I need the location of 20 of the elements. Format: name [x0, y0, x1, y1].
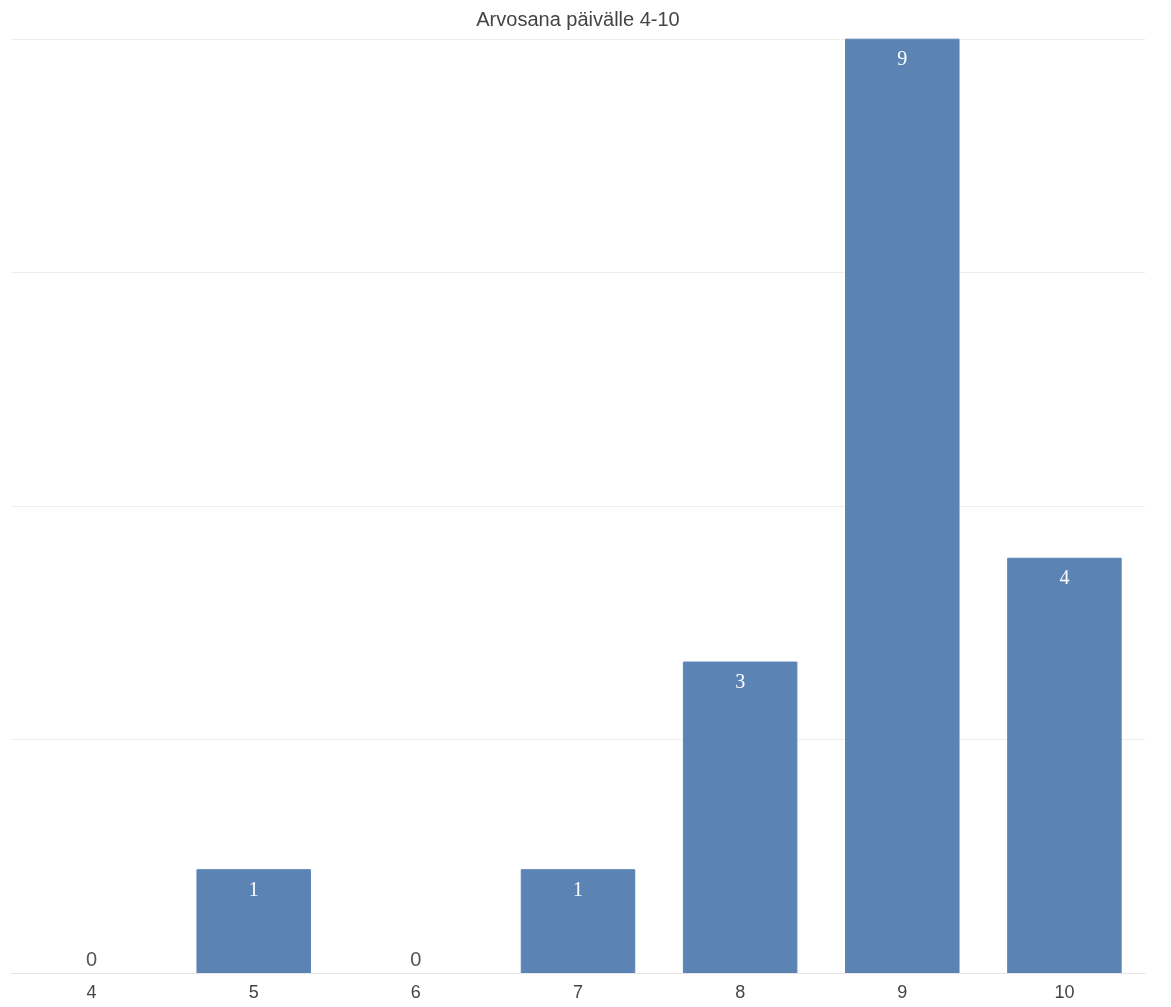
- chart-title: Arvosana päivälle 4-10: [476, 7, 680, 30]
- x-tick-label: 7: [572, 981, 584, 1002]
- x-tick-label: 5: [248, 981, 259, 1002]
- bar: [682, 661, 798, 974]
- x-tick-label: 9: [897, 981, 908, 1002]
- x-tick-label: 8: [735, 981, 746, 1002]
- bar: [520, 869, 636, 974]
- data-label: 0: [86, 947, 98, 970]
- bar: [1007, 557, 1122, 974]
- data-label: 1: [573, 877, 583, 900]
- x-tick-label: 10: [1054, 981, 1075, 1002]
- data-label: 9: [897, 47, 908, 70]
- data-label: 4: [1059, 566, 1070, 589]
- data-label: 0: [410, 947, 422, 970]
- x-tick-label: 4: [86, 981, 97, 1002]
- bar: [196, 869, 311, 974]
- data-label: 3: [735, 670, 746, 693]
- bar: [845, 38, 960, 974]
- data-label: 1: [248, 877, 259, 900]
- x-tick-label: 6: [410, 981, 421, 1002]
